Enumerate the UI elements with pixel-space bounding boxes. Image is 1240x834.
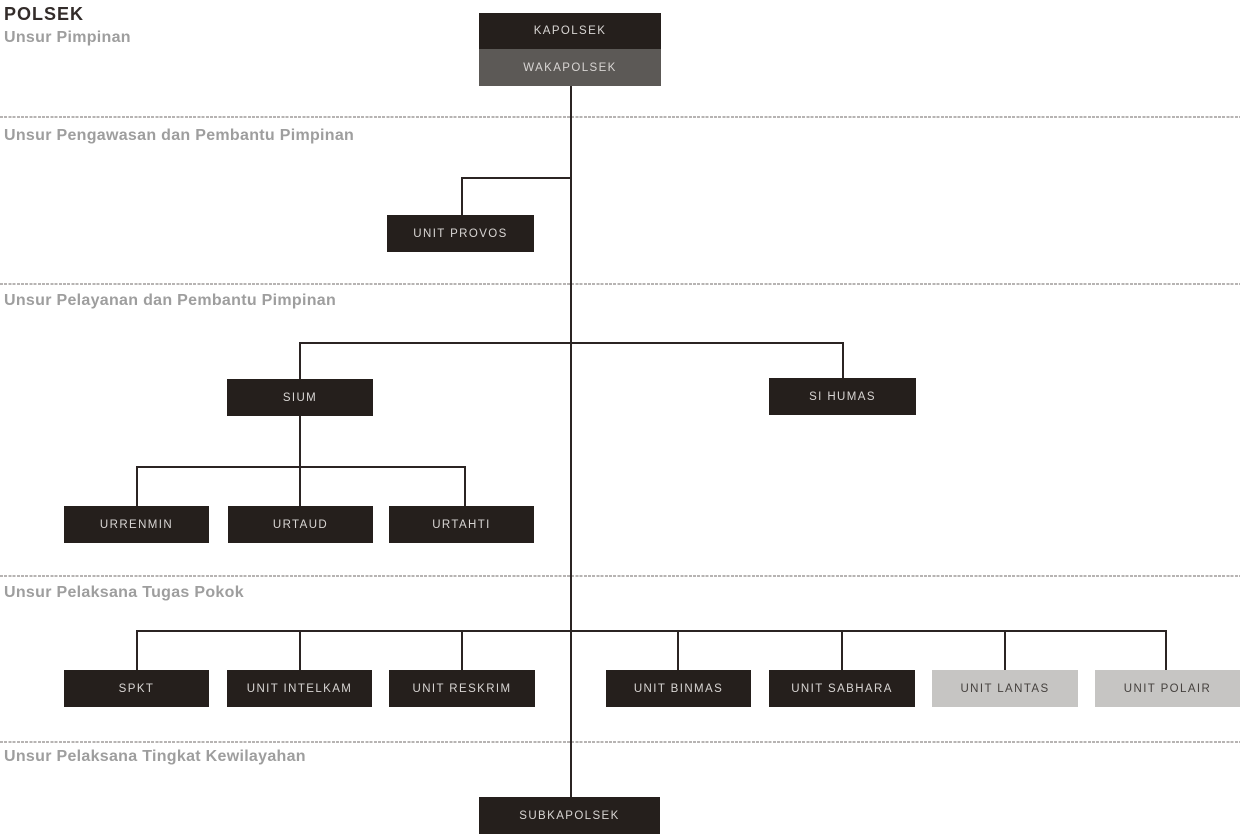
org-node-subkapolsek: SUBKAPOLSEK xyxy=(479,797,660,834)
org-node-unit-sabhara: UNIT SABHARA xyxy=(769,670,915,707)
connector-provos-rail xyxy=(461,177,572,179)
connector-sium-children-rail xyxy=(136,466,466,468)
section-title-unsur-pimpinan: Unsur Pimpinan xyxy=(4,29,131,46)
section-divider-1 xyxy=(0,116,1240,118)
org-node-unit-reskrim: UNIT RESKRIM xyxy=(389,670,535,707)
connector-main-vertical xyxy=(570,86,572,797)
org-node-kapolsek: KAPOLSEK xyxy=(479,13,661,49)
section-title-unsur-pelaksana-tugas-pokok: Unsur Pelaksana Tugas Pokok xyxy=(4,584,244,601)
section-divider-4 xyxy=(0,741,1240,743)
connector-reskrim-drop xyxy=(461,630,463,670)
org-node-unit-intelkam: UNIT INTELKAM xyxy=(227,670,372,707)
org-node-wakapolsek: WAKAPOLSEK xyxy=(479,49,661,86)
org-node-unit-polair: UNIT POLAIR xyxy=(1095,670,1240,707)
connector-provos-drop xyxy=(461,177,463,215)
connector-sihumas-drop xyxy=(842,342,844,378)
connector-intelkam-drop xyxy=(299,630,301,670)
org-node-unit-binmas: UNIT BINMAS xyxy=(606,670,751,707)
section-title-unsur-pengawasan: Unsur Pengawasan dan Pembantu Pimpinan xyxy=(4,127,355,144)
connector-tugas-pokok-rail xyxy=(136,630,1167,632)
section-divider-3 xyxy=(0,575,1240,577)
org-node-spkt: SPKT xyxy=(64,670,209,707)
connector-sium-sihumas-rail xyxy=(299,342,844,344)
org-node-unit-lantas: UNIT LANTAS xyxy=(932,670,1078,707)
section-title-unsur-pelaksana-kewilayahan: Unsur Pelaksana Tingkat Kewilayahan xyxy=(4,748,306,765)
section-title-unsur-pelayanan: Unsur Pelayanan dan Pembantu Pimpinan xyxy=(4,292,337,309)
connector-urrenmin-drop xyxy=(136,466,138,506)
org-node-urtahti: URTAHTI xyxy=(389,506,534,543)
connector-binmas-drop xyxy=(677,630,679,670)
org-node-urtaud: URTAUD xyxy=(228,506,373,543)
connector-urtahti-drop xyxy=(464,466,466,506)
page-title: POLSEK xyxy=(4,4,85,24)
connector-sium-drop xyxy=(299,342,301,379)
org-node-urrenmin: URRENMIN xyxy=(64,506,209,543)
connector-lantas-drop xyxy=(1004,630,1006,670)
org-node-si-humas: SI HUMAS xyxy=(769,378,916,415)
connector-polair-drop xyxy=(1165,630,1167,670)
section-divider-2 xyxy=(0,283,1240,285)
connector-spkt-drop xyxy=(136,630,138,670)
org-node-sium: SIUM xyxy=(227,379,373,416)
org-node-unit-provos: UNIT PROVOS xyxy=(387,215,534,252)
connector-sium-children-stem xyxy=(299,416,301,506)
connector-sabhara-drop xyxy=(841,630,843,670)
